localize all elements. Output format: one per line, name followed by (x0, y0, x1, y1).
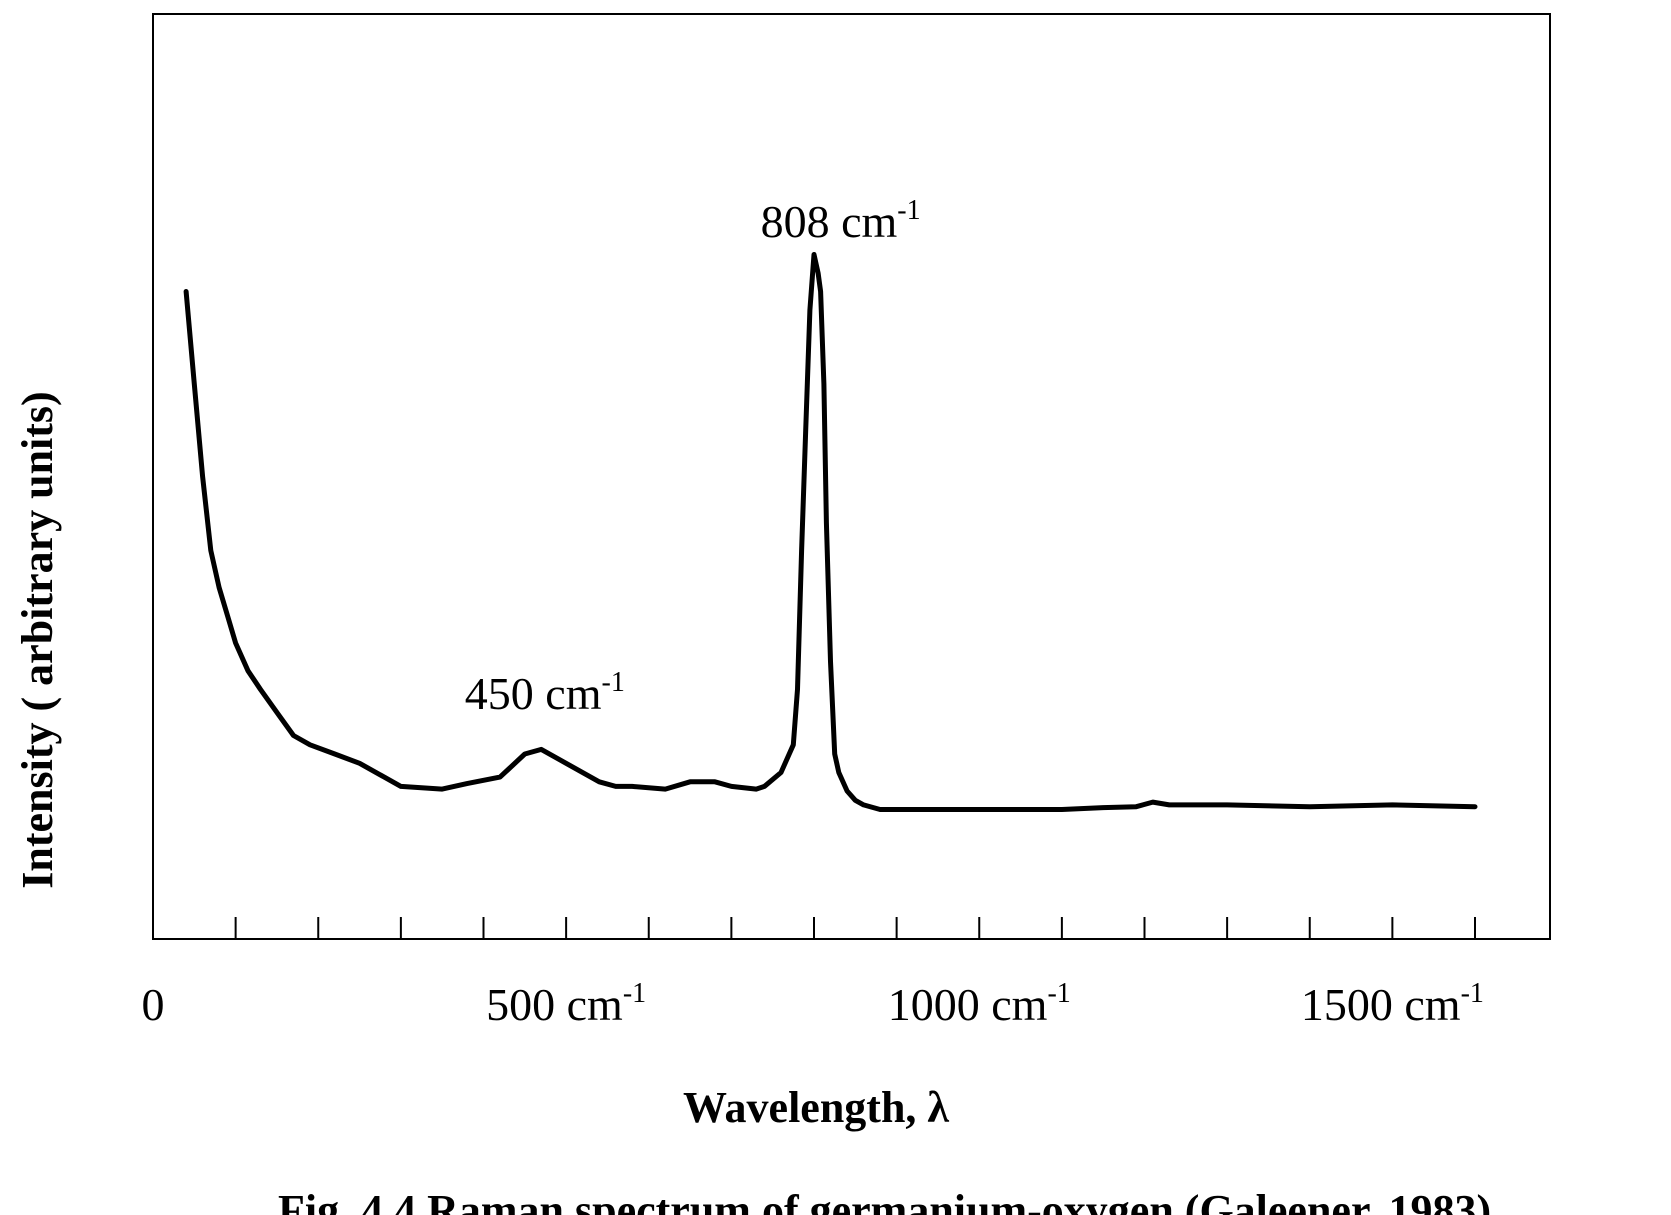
spectrum-line (183, 252, 1478, 812)
y-axis-title: Intensity ( arbitrary units) (13, 391, 62, 888)
x-axis-ticks (234, 917, 1476, 939)
peak-label: 450 cm-1 (465, 667, 625, 719)
figure-caption: Fig. 4.4 Raman spectrum of germanium-oxy… (278, 1186, 1491, 1215)
x-axis-tick-labels: 0 500 cm-1 1000 cm-1 1500 cm-1 (142, 978, 1484, 1030)
peak-label: 808 cm-1 (761, 195, 921, 247)
x-tick-label: 1500 cm-1 (1301, 978, 1484, 1030)
x-axis-title: Wavelength, λ (683, 1083, 949, 1132)
peak-annotations: 450 cm-1 808 cm-1 (465, 195, 921, 719)
x-tick-label: 500 cm-1 (486, 978, 646, 1030)
x-tick-label: 1000 cm-1 (888, 978, 1071, 1030)
plot-frame (152, 13, 1551, 940)
x-tick-label: 0 (142, 979, 165, 1030)
